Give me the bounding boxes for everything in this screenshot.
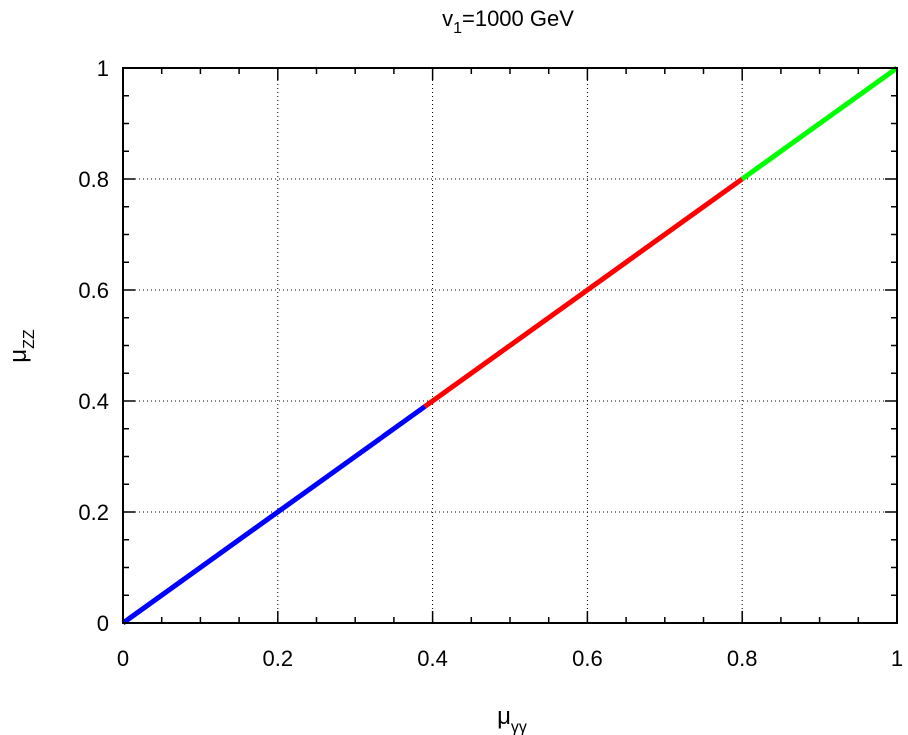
series-line-2	[423, 176, 744, 409]
x-tick-label: 0.8	[727, 646, 758, 671]
chart-title: v1=1000 GeV	[442, 6, 574, 37]
series-line-1	[121, 404, 427, 626]
y-tick-label: 0.8	[78, 167, 109, 192]
y-axis-label: μZZ	[5, 329, 38, 363]
ticks	[122, 67, 898, 624]
x-tick-label: 0	[117, 646, 129, 671]
x-axis-label: μγγ	[497, 703, 527, 735]
y-tick-label: 0.4	[78, 389, 109, 414]
x-tick-label: 0.6	[572, 646, 603, 671]
x-tick-label: 0.4	[417, 646, 448, 671]
x-tick-label: 1	[891, 646, 903, 671]
y-tick-label: 0	[97, 611, 109, 636]
y-tick-label: 0.6	[78, 278, 109, 303]
y-tick-label: 0.2	[78, 500, 109, 525]
series-line-3	[740, 65, 899, 182]
y-tick-label: 1	[97, 56, 109, 81]
x-tick-labels: 0 0.2 0.4 0.6 0.8 1	[117, 646, 903, 671]
y-tick-labels: 0 0.2 0.4 0.6 0.8 1	[78, 56, 109, 636]
grid	[123, 68, 897, 623]
series-group	[121, 65, 899, 626]
x-tick-label: 0.2	[263, 646, 294, 671]
